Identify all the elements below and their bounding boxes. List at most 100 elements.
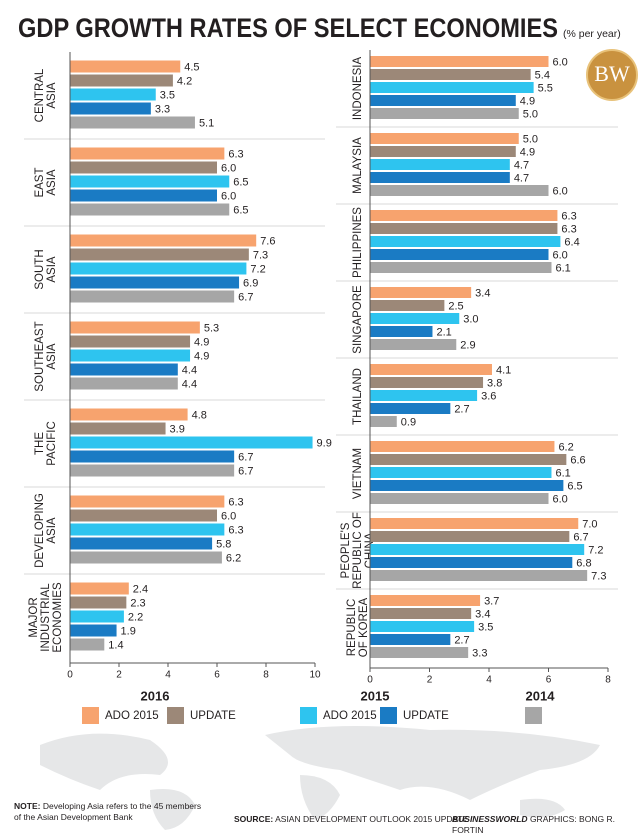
category-line: INDUSTRIAL (40, 583, 52, 652)
bar (70, 290, 235, 303)
value-label: 7.3 (591, 570, 606, 582)
bar (70, 116, 195, 129)
value-label: 4.9 (520, 95, 535, 107)
value-label: 6.2 (226, 552, 241, 564)
category-line: VIETNAM (352, 448, 364, 499)
category-label: SOUTHASIA (34, 249, 58, 289)
value-label: 4.9 (194, 350, 209, 362)
value-label: 6.5 (567, 480, 582, 492)
category-line: ASIA (46, 256, 58, 283)
category-label: THAILAND (352, 368, 364, 425)
bar (70, 262, 247, 275)
category-label: MALAYSIA (352, 137, 364, 194)
category-line: REPUBLIC (346, 599, 358, 657)
legend-swatch (380, 707, 397, 724)
category-label: EASTASIA (34, 167, 58, 197)
bar (370, 531, 570, 542)
category-line: MALAYSIA (352, 137, 364, 194)
value-label: 3.9 (170, 423, 185, 435)
bar (70, 624, 117, 637)
value-label: 7.0 (582, 518, 597, 530)
bar (370, 339, 457, 350)
value-label: 7.2 (588, 544, 603, 556)
value-label: 3.4 (475, 287, 490, 299)
bar (370, 454, 567, 465)
category-label: INDONESIA (352, 57, 364, 121)
bar (70, 610, 124, 623)
value-label: 2.7 (454, 634, 469, 646)
bar (370, 313, 460, 324)
bar (70, 582, 129, 595)
value-label: 6.1 (555, 262, 570, 274)
value-label: 6.0 (553, 56, 568, 68)
category-line: ASIA (46, 517, 58, 544)
legend-title: 2016 (141, 688, 170, 703)
bar (370, 82, 534, 93)
value-label: 6.0 (221, 162, 236, 174)
bar (70, 523, 225, 536)
bar (370, 467, 552, 478)
value-label: 0.9 (401, 416, 416, 428)
legend-swatch (300, 707, 317, 724)
value-label: 6.5 (233, 204, 248, 216)
category-label: SOUTHEASTASIA (34, 321, 58, 391)
bar (70, 464, 235, 477)
x-tick-label: 2 (116, 670, 122, 681)
bar (370, 146, 516, 157)
world-map (40, 726, 600, 830)
bar (370, 518, 579, 529)
bar (70, 335, 191, 348)
legend-swatch (167, 707, 184, 724)
bar (70, 189, 217, 202)
category-line: ASIA (46, 343, 58, 370)
bar (370, 557, 573, 568)
category-line: THE (34, 432, 46, 455)
value-label: 3.3 (155, 103, 170, 115)
bar (70, 537, 213, 550)
value-label: 2.5 (448, 300, 463, 312)
bar (70, 422, 166, 435)
category-line: PHILIPPINES (352, 207, 364, 278)
bar (70, 495, 225, 508)
note-label: NOTE: (14, 801, 41, 811)
credit: BUSINESSWORLD GRAPHICS: BONG R. FORTIN (452, 814, 640, 833)
value-label: 3.6 (481, 390, 496, 402)
value-label: 6.4 (564, 236, 579, 248)
value-label: 6.8 (576, 557, 591, 569)
legend-title: 2014 (526, 688, 556, 703)
category-line: ASIA (46, 82, 58, 109)
bar (370, 544, 585, 555)
category-line: ECONOMIES (52, 582, 64, 653)
value-label: 3.3 (472, 647, 487, 659)
value-label: 3.7 (484, 595, 499, 607)
bar (70, 377, 178, 390)
value-label: 4.1 (496, 364, 511, 376)
bar (70, 175, 230, 188)
value-label: 6.3 (561, 223, 576, 235)
bar (70, 102, 151, 115)
title: GDP GROWTH RATES OF SELECT ECONOMIES (18, 13, 558, 43)
source: SOURCE: ASIAN DEVELOPMENT OUTLOOK 2015 U… (234, 814, 468, 825)
category-label: SINGAPORE (352, 285, 364, 354)
bar (370, 480, 564, 491)
value-label: 6.7 (238, 291, 253, 303)
category-line: SINGAPORE (352, 285, 364, 354)
category-label: PHILIPPINES (352, 207, 364, 278)
value-label: 6.0 (553, 493, 568, 505)
value-label: 6.0 (221, 190, 236, 202)
value-label: 6.3 (228, 496, 243, 508)
value-label: 3.5 (478, 621, 493, 633)
value-label: 5.8 (216, 538, 231, 550)
bar (70, 276, 240, 289)
value-label: 1.4 (108, 639, 123, 651)
value-label: 2.2 (128, 611, 143, 623)
category-line: ASIA (46, 169, 58, 196)
category-label: CENTRALASIA (34, 68, 58, 122)
legend-label: UPDATE (403, 710, 449, 722)
bar (370, 634, 451, 645)
credit-label: BUSINESSWORLD (452, 814, 528, 824)
bar (370, 441, 555, 452)
value-label: 6.1 (555, 467, 570, 479)
legend-label: ADO 2015 (323, 710, 377, 722)
